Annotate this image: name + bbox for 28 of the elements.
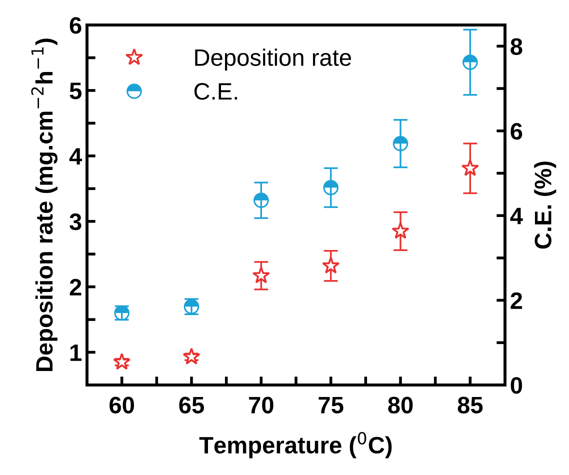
legend-label: Deposition rate <box>195 48 352 71</box>
y2-axis-title: C.E. (%) <box>534 162 556 249</box>
y-tick-label: 4 <box>69 148 82 164</box>
y-tick-label: 6 <box>70 17 82 34</box>
x-tick-label: 80 <box>388 396 413 414</box>
y2-tick-label: 2 <box>510 292 522 309</box>
y2-tick-label: 0 <box>510 377 522 394</box>
point <box>322 256 340 274</box>
y2-tick-label: 8 <box>510 38 522 55</box>
point <box>113 352 131 370</box>
point <box>461 159 479 176</box>
x-axis-title: Temperature ($^{0}$C) <box>199 432 392 458</box>
x-tick-label: 75 <box>318 396 344 414</box>
point <box>252 266 270 284</box>
y-tick-label: 1 <box>70 344 82 361</box>
y-tick-label: 3 <box>70 213 82 230</box>
y-axis-title: Deposition rate (mg.cm$^{−2}$h$^{−1}$) <box>31 38 58 372</box>
x-tick-label: 85 <box>458 396 483 414</box>
x-tick-label: 65 <box>179 396 204 414</box>
point <box>182 348 200 364</box>
y-tick-label: 5 <box>70 82 82 100</box>
point <box>392 222 410 239</box>
x-tick-label: 70 <box>249 396 274 414</box>
y2-tick-label: 4 <box>510 208 523 224</box>
y2-tick-label: 6 <box>510 122 522 140</box>
x-tick-label: 60 <box>110 396 134 414</box>
y-tick-label: 2 <box>70 278 82 296</box>
legend-label: C.E. <box>194 83 238 100</box>
